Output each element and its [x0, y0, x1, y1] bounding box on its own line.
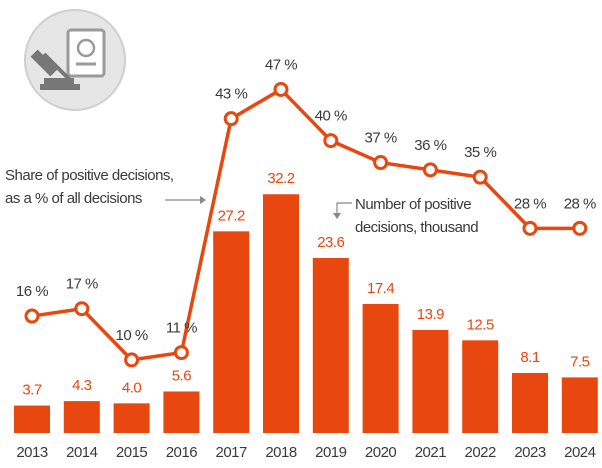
line-point [373, 155, 389, 171]
bar-value-label: 5.6 [172, 367, 192, 384]
series-annotation: Number of positive [355, 196, 471, 213]
bar [512, 372, 548, 433]
line-value-label: 28 % [514, 195, 546, 212]
line-value-label: 35 % [464, 144, 496, 161]
line-value-label: 16 % [16, 283, 48, 300]
line-point [273, 81, 289, 97]
x-tick-label: 2023 [514, 444, 546, 461]
bar-annotation-arrow [333, 202, 352, 219]
line-point [472, 169, 488, 185]
line-point [24, 308, 40, 324]
bar-value-label: 7.5 [570, 353, 590, 370]
bar [113, 403, 150, 433]
line-point [572, 220, 588, 236]
x-tick-label: 2018 [265, 444, 297, 461]
line-point [323, 133, 339, 149]
line-point [74, 301, 90, 317]
bar-value-label: 23.6 [317, 234, 344, 251]
icon [24, 9, 126, 111]
bar-value-label: 13.9 [417, 306, 444, 323]
line-value-label: 10 % [115, 327, 147, 344]
line-value-label: 40 % [315, 108, 347, 125]
bar-value-label: 12.5 [467, 316, 494, 333]
bar [362, 303, 399, 433]
bar [263, 194, 299, 433]
line-value-label: 43 % [215, 86, 247, 103]
bar [462, 340, 499, 433]
bar [63, 401, 100, 433]
bar [163, 391, 200, 433]
x-tick-label: 2019 [315, 444, 347, 461]
line-value-label: 11 % [166, 320, 197, 337]
x-tick-label: 2015 [116, 444, 148, 461]
line-value-label: 47 % [265, 56, 297, 73]
x-tick-label: 2014 [66, 444, 98, 461]
x-tick-label: 2024 [564, 444, 596, 461]
bar-value-label: 27.2 [218, 207, 245, 224]
bar [213, 231, 250, 433]
bar-value-label: 3.7 [22, 382, 42, 399]
x-tick-label: 2013 [16, 444, 48, 461]
line [31, 87, 580, 362]
series-annotation: decisions, thousand [355, 219, 478, 236]
x-tick-label: 2016 [166, 444, 198, 461]
bar [561, 377, 598, 433]
line-point [522, 220, 538, 236]
series-annotation: as a % of all decisions [5, 190, 142, 207]
line-point [173, 345, 189, 361]
bar-value-label: 4.0 [122, 379, 142, 396]
bar [312, 258, 349, 433]
bar-value-label: 17.4 [367, 280, 394, 297]
line-annotation-arrow [165, 196, 206, 204]
line-point [422, 162, 438, 178]
bar-value-label: 8.1 [520, 349, 540, 366]
line-value-label: 37 % [364, 130, 396, 147]
x-tick-label: 2022 [465, 444, 497, 461]
line-value-label: 36 % [414, 137, 446, 154]
bar [412, 329, 449, 433]
line-point [223, 111, 239, 127]
bar-value-label: 32.2 [267, 170, 294, 187]
bar-value-label: 4.3 [72, 377, 92, 394]
line-value-label: 17 % [66, 276, 98, 293]
x-tick-label: 2020 [365, 444, 397, 461]
series-annotation: Share of positive decisions, [5, 167, 174, 184]
x-tick-label: 2017 [216, 444, 248, 461]
bar [14, 405, 50, 433]
line-point [124, 352, 140, 368]
x-tick-label: 2021 [415, 444, 447, 461]
line-value-label: 28 % [564, 195, 596, 212]
